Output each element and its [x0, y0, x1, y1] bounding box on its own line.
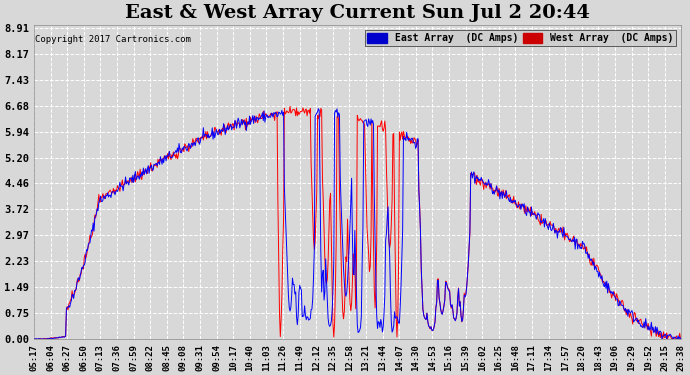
Text: Copyright 2017 Cartronics.com: Copyright 2017 Cartronics.com — [35, 34, 191, 44]
Legend: East Array  (DC Amps), West Array  (DC Amps): East Array (DC Amps), West Array (DC Amp… — [364, 30, 676, 46]
Title: East & West Array Current Sun Jul 2 20:44: East & West Array Current Sun Jul 2 20:4… — [126, 4, 590, 22]
